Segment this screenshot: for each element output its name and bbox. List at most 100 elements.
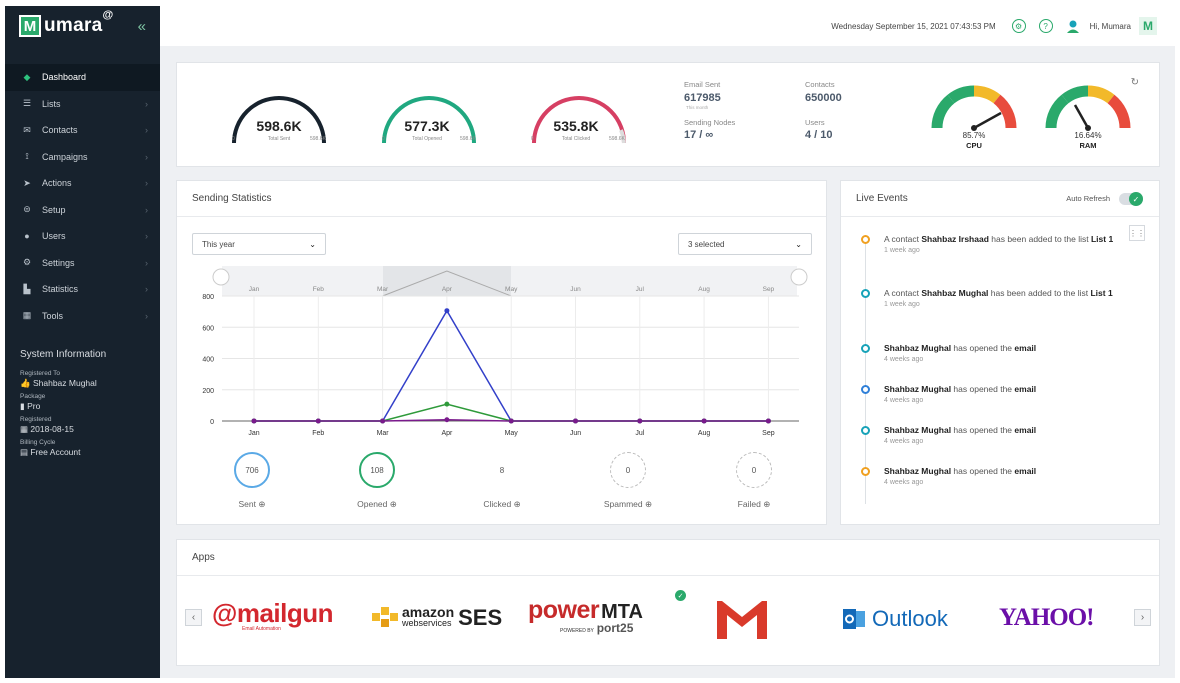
cpu-meter	[931, 85, 1017, 131]
cpu-percent: 85.7%	[962, 131, 986, 140]
event-pre: A contact	[884, 234, 922, 244]
settings-gear-icon[interactable]: ⚙	[1011, 19, 1026, 33]
selected-check-icon: ✓	[675, 590, 686, 601]
powermta-logo[interactable]: power MTA POWERED BY port25	[528, 596, 643, 635]
apps-prev-button[interactable]: ‹	[185, 609, 202, 626]
total-clicked-min: 0	[531, 136, 534, 142]
y-tick-label: 800	[202, 294, 214, 301]
x-tick-label: Jul	[635, 430, 644, 437]
sending-nodes-value: 17 / ∞	[684, 129, 714, 141]
range-handle-right[interactable]	[790, 268, 808, 286]
event-object[interactable]: List 1	[1090, 234, 1114, 244]
info-circle-icon[interactable]: ⊕	[645, 499, 653, 509]
info-circle-icon[interactable]: ⊕	[389, 499, 397, 509]
collapse-sidebar-icon[interactable]: «	[137, 17, 146, 35]
yahoo-logo[interactable]: YAHOO!	[999, 604, 1094, 632]
data-point-clicked	[444, 417, 450, 423]
yahoo-text: YAHOO!	[999, 604, 1094, 631]
summary-sent-circle: 706	[234, 452, 270, 488]
sidebar-item-label: Users	[42, 231, 66, 242]
sidebar: M umara@ « ◆ Dashboard ☰ Lists › ✉ Contacts › ⟟ C…	[5, 6, 160, 678]
sidebar-item-label: Lists	[42, 98, 61, 109]
mailgun-logo[interactable]: @mailgun Email Automation	[212, 600, 334, 632]
gmail-logo[interactable]	[715, 599, 769, 641]
event-contact-name[interactable]: Shahbaz Mughal	[884, 466, 952, 476]
sidebar-item-setup[interactable]: ⊜ Setup ›	[5, 197, 160, 224]
event-object[interactable]: email	[1014, 425, 1037, 435]
event-contact-name[interactable]: Shahbaz Mughal	[884, 343, 952, 353]
aws-cubes-icon	[372, 607, 398, 627]
data-point-clicked	[315, 418, 321, 424]
event-time: 1 week ago	[884, 247, 920, 254]
event-contact-name[interactable]: Shahbaz Irshaad	[921, 234, 989, 244]
event-contact-name[interactable]: Shahbaz Mughal	[921, 288, 989, 298]
sidebar-item-contacts[interactable]: ✉ Contacts ›	[5, 117, 160, 144]
registered-to-text: Shahbaz Mughal	[32, 378, 97, 388]
event-contact-name[interactable]: Shahbaz Mughal	[884, 425, 952, 435]
email-sent-value: 617985	[684, 92, 721, 104]
send-icon: ➤	[23, 177, 31, 188]
x-tick-label: Mar	[377, 430, 390, 437]
brand-logo-box[interactable]: M	[19, 15, 41, 37]
email-sent-note: This month	[686, 105, 709, 110]
greeting-text: Hi,	[1089, 21, 1100, 31]
user-status-icon[interactable]	[1066, 19, 1080, 33]
event-text: A contact Shahbaz Irshaad has been added…	[884, 233, 1139, 246]
event-mid: has opened the	[951, 384, 1015, 394]
auto-refresh-toggle[interactable]: ✓	[1119, 192, 1143, 206]
campaign-icon: ⟟	[25, 151, 29, 162]
avatar[interactable]: M	[1139, 17, 1157, 35]
chevron-right-icon: ›	[145, 151, 148, 162]
summary-opened-label: Opened ⊕	[337, 499, 417, 510]
info-circle-icon[interactable]: ⊕	[763, 499, 771, 509]
navigator-label: Sep	[763, 286, 775, 293]
x-tick-label: Aug	[698, 430, 711, 437]
info-circle-icon[interactable]: ⊕	[513, 499, 521, 509]
username[interactable]: Mumara	[1101, 21, 1131, 31]
sending-statistics-title: Sending Statistics	[177, 181, 826, 217]
apps-next-button[interactable]: ›	[1134, 609, 1151, 626]
event-time: 4 weeks ago	[884, 356, 924, 363]
events-menu-icon[interactable]: ⋮⋮	[1129, 225, 1145, 241]
event-object[interactable]: email	[1014, 343, 1037, 353]
amazon-ses-logo[interactable]: amazon webservices SES	[370, 603, 502, 633]
sidebar-item-statistics[interactable]: ▙ Statistics ›	[5, 276, 160, 303]
navigator-label: Jan	[249, 286, 260, 293]
sidebar-item-dashboard[interactable]: ◆ Dashboard	[5, 64, 160, 91]
sidebar-nav: ◆ Dashboard ☰ Lists › ✉ Contacts › ⟟ Campaigns › ➤ A…	[5, 64, 160, 329]
event-contact-name[interactable]: Shahbaz Mughal	[884, 384, 952, 394]
series-select[interactable]: 3 selected ⌄	[678, 233, 812, 255]
x-tick-label: Jun	[570, 430, 581, 437]
event-object[interactable]: email	[1014, 384, 1037, 394]
sidebar-item-settings[interactable]: ⚙ Settings ›	[5, 250, 160, 277]
event-dot	[861, 467, 870, 476]
event-time: 4 weeks ago	[884, 438, 924, 445]
total-opened-label: Total Opened	[412, 136, 442, 142]
sidebar-item-users[interactable]: ● Users ›	[5, 223, 160, 250]
range-handle-left[interactable]	[212, 268, 230, 286]
sidebar-item-campaigns[interactable]: ⟟ Campaigns ›	[5, 144, 160, 171]
gauge-total-opened	[382, 96, 476, 144]
refresh-icon[interactable]: ↻	[1130, 77, 1139, 88]
outlook-logo[interactable]: Outlook	[842, 606, 948, 632]
series-select-value: 3 selected	[688, 239, 725, 249]
package-label: Package	[20, 393, 46, 400]
amazon-text: amazon	[402, 604, 455, 620]
sidebar-item-lists[interactable]: ☰ Lists ›	[5, 91, 160, 118]
period-select[interactable]: This year ⌄	[192, 233, 326, 255]
period-select-value: This year	[202, 239, 235, 249]
y-tick-label: 0	[210, 419, 214, 426]
event-object[interactable]: email	[1014, 466, 1037, 476]
sidebar-item-actions[interactable]: ➤ Actions ›	[5, 170, 160, 197]
event-object[interactable]: List 1	[1090, 288, 1113, 298]
apps-title: Apps	[177, 540, 1159, 576]
sidebar-item-tools[interactable]: ▦ Tools ›	[5, 303, 160, 330]
contacts-label: Contacts	[805, 80, 835, 89]
event-text: Shahbaz Mughal has opened the email	[884, 342, 1139, 355]
summary-failed-circle: 0	[736, 452, 772, 488]
info-circle-icon[interactable]: ⊕	[258, 499, 266, 509]
help-icon[interactable]: ?	[1038, 19, 1053, 33]
x-tick-label: May	[505, 430, 519, 437]
brand-name[interactable]: umara@	[44, 9, 114, 37]
webservices-text: webservices	[402, 618, 452, 628]
